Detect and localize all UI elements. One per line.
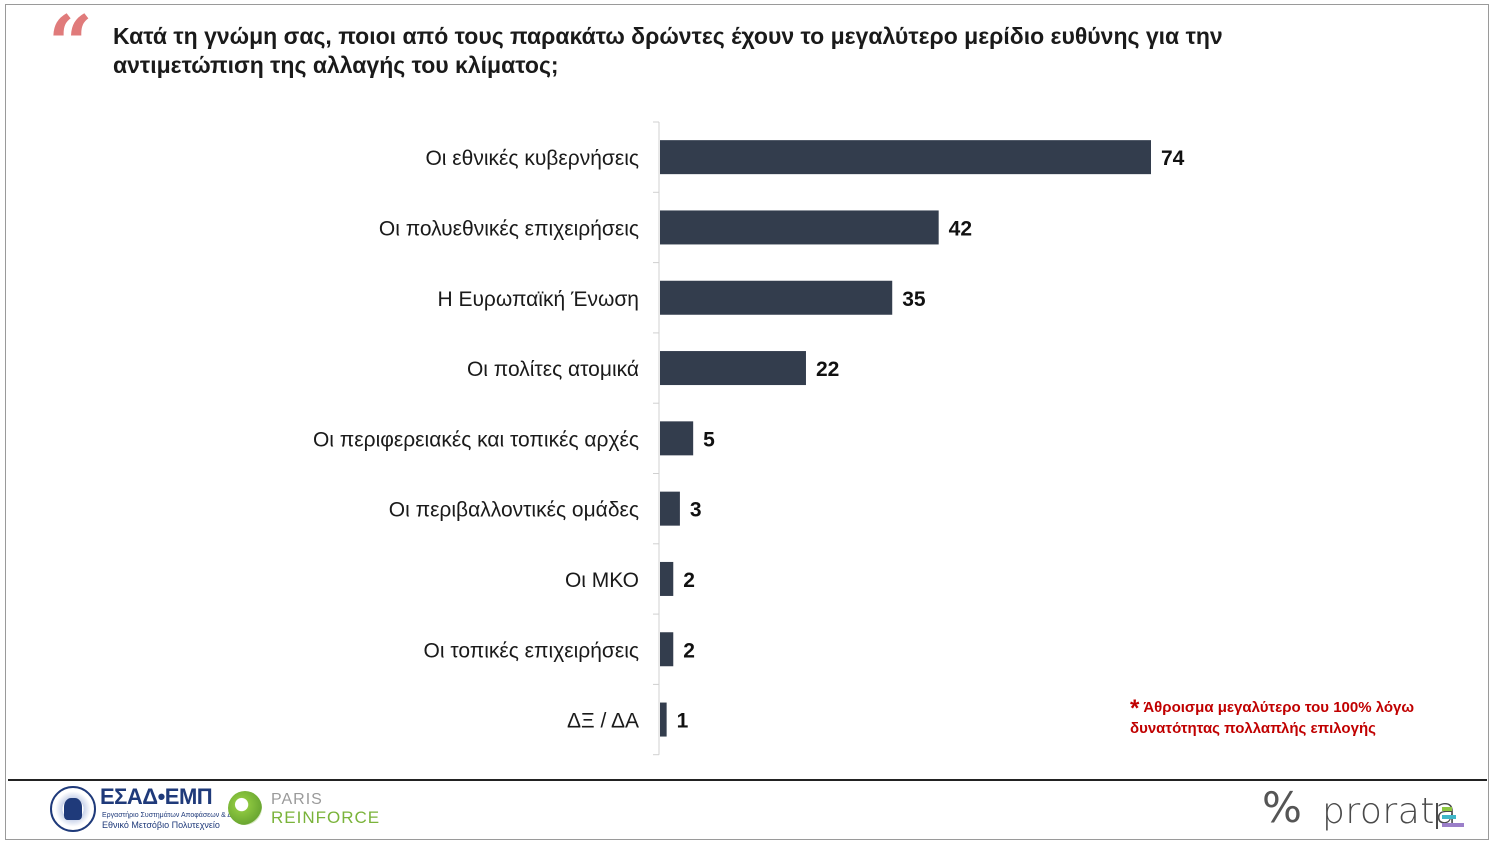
quote-icon: “ bbox=[48, 0, 93, 90]
data-label: 2 bbox=[683, 569, 695, 592]
percent-icon: % bbox=[1262, 783, 1302, 832]
category-label: Οι πολυεθνικές επιχειρήσεις bbox=[379, 217, 639, 240]
data-label: 5 bbox=[703, 428, 715, 451]
paris-logo-line2: REINFORCE bbox=[271, 808, 381, 827]
category-label: Οι περιφερειακές και τοπικές αρχές bbox=[313, 428, 639, 451]
data-label: 1 bbox=[677, 710, 689, 733]
bar bbox=[660, 491, 680, 526]
data-label: 22 bbox=[816, 358, 839, 381]
bar bbox=[660, 702, 667, 737]
footnote: * Άθροισμα μεγαλύτερο του 100% λόγω δυνατ… bbox=[1130, 695, 1475, 739]
category-label: Η Ευρωπαϊκή Ένωση bbox=[437, 288, 639, 311]
footnote-text: Άθροισμα μεγαλύτερο του 100% λόγω δυνατό… bbox=[1130, 699, 1415, 737]
data-label: 74 bbox=[1161, 147, 1185, 170]
esad-emp-logo: ΕΣΑΔ•ΕΜΠ Εργαστήριο Συστημάτων Αποφάσεων… bbox=[50, 784, 258, 836]
category-label: Οι πολίτες ατομικά bbox=[467, 358, 639, 381]
footnote-star: * bbox=[1130, 695, 1140, 722]
bar bbox=[660, 140, 1151, 175]
footer-divider bbox=[8, 779, 1487, 781]
category-label: Οι περιβαλλοντικές ομάδες bbox=[389, 499, 639, 522]
slide-frame bbox=[5, 4, 1489, 840]
data-label: 2 bbox=[683, 639, 695, 662]
category-label: Οι εθνικές κυβερνήσεις bbox=[425, 147, 639, 170]
ntua-seal-icon bbox=[50, 786, 96, 832]
bar-chart: Οι εθνικές κυβερνήσεις 74 Οι πολυεθνικές ε… bbox=[313, 121, 1185, 756]
paris-reinforce-logo: PARIS REINFORCE bbox=[228, 789, 381, 829]
bar bbox=[660, 421, 694, 456]
prorata-bars-icon bbox=[1436, 803, 1466, 829]
category-label: ΔΞ / ΔΑ bbox=[567, 710, 639, 733]
paris-logo-line1: PARIS bbox=[271, 791, 323, 808]
paris-reinforce-circle-icon bbox=[228, 791, 262, 825]
esad-logo-name: ΕΣΑΔ•ΕΜΠ bbox=[100, 784, 213, 809]
category-label: Οι τοπικές επιχειρήσεις bbox=[424, 639, 640, 662]
bar bbox=[660, 280, 893, 315]
data-label: 35 bbox=[902, 288, 926, 311]
prorata-logo: prorata bbox=[1322, 791, 1458, 832]
bar bbox=[660, 351, 806, 386]
esad-logo-university: Εθνικό Μετσόβιο Πολυτεχνείο bbox=[102, 820, 220, 830]
bar bbox=[660, 632, 674, 667]
bar bbox=[660, 210, 939, 245]
question-title: Κατά τη γνώμη σας, ποιοι από τους παρακά… bbox=[113, 23, 1223, 78]
data-label: 42 bbox=[949, 217, 972, 240]
bar bbox=[660, 561, 674, 596]
category-label: Οι ΜΚΟ bbox=[565, 569, 639, 592]
esad-logo-subtitle: Εργαστήριο Συστημάτων Αποφάσεων & Διοίκη… bbox=[102, 812, 259, 819]
data-label: 3 bbox=[690, 499, 702, 522]
